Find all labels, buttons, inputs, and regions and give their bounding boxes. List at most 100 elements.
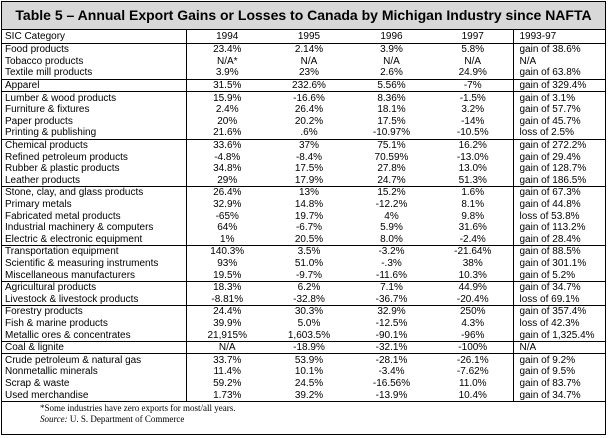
cell-1993-97: gain of 34.7% [512,389,605,401]
cell-sic-category: Food products [5,44,69,56]
cell-sic-category: Fabricated metal products [5,210,121,222]
table-row: Metallic ores & concentrates 21,915% 1,603… [2,329,605,342]
cell-sic-category: Agricultural products [2,280,186,294]
cell-1996: 27.8% [377,163,406,175]
cell-1997: 44.9% [433,280,513,294]
cell-1996: -28.1% [350,353,433,367]
cell-1996: 5.9% [380,222,403,234]
table-row: Forestry products 24.4% 30.3% 32.9% 250% gain… [2,305,605,318]
cell-1994: 23.4% [185,43,268,56]
table-row: Lumber & wood products 15.9% -16.6% 8.36% -1… [2,91,605,104]
cell-1995: 10.1% [294,366,324,378]
cell-1996: 15.2% [350,186,433,199]
cell-sic-category: Apparel [2,78,186,92]
source-line: Source: U. S. Department of Commerce [40,414,605,425]
cell-1993-97: gain of 83.7% [512,377,605,390]
cell-1997: 3.2% [461,104,485,116]
cell-sic-category: Rubber & plastic products [5,163,120,175]
cell-1994: 15.9% [185,91,268,104]
cell-1993-97: gain of 1,325.4% [512,329,605,342]
cell-sic-category: Electric & electronic equipment [5,233,143,245]
cell-1993-97: gain of 9.2% [512,353,605,367]
cell-1997: 51.3% [458,174,487,186]
cell-sic-category: Scientific & measuring instruments [5,257,159,269]
table-row: Leather products 29% 17.9% 24.7% 51.3% gain o… [2,174,605,187]
cell-1993-97: loss of 69.1% [512,293,605,306]
cell-sic-category: Forestry products [2,305,186,318]
cell-sic-category: Printing & publishing [5,127,97,139]
table-row: Furniture & fixtures 2.4% 26.4% 18.1% 3.2% ga… [2,103,605,116]
cell-1994: N/A [185,340,268,354]
cell-1995: .6% [300,127,318,139]
cell-sic-category: Leather products [5,174,81,186]
cell-1994: 1% [185,233,268,246]
table-row: Rubber & plastic products 34.8% 17.5% 27.8%… [2,162,605,175]
cell-1997: -13.0% [456,151,489,163]
cell-1993-97: gain of 272.2% [512,138,605,152]
cell-1993-97: gain of 3.1% [512,91,605,104]
table-body: Food products 23.4% 2.14% 3.9% 5.8% gain of 3… [2,43,605,401]
cell-1997: -10.5% [456,127,489,139]
table-row: Apparel 31.5% 232.6% 5.56% -7% gain of 329.4% [2,78,605,92]
cell-1994: 11.4% [185,366,268,378]
cell-1996: -36.7% [375,293,408,305]
cell-sic-category: Tobacco products [5,55,84,67]
table-row: Transportation equipment 140.3% 3.5% -3.2% -… [2,245,605,258]
cell-1995: -6.7% [295,222,323,234]
cell-1995: 51.0% [294,257,324,269]
cell-1994: 140.3% [185,245,268,258]
header-1994: 1994 [185,30,268,44]
cell-1997: -26.1% [433,353,513,367]
table-row: Nonmetallic minerals 11.4% 10.1% -3.4% -7.62… [2,366,605,378]
cell-1994: -8.81% [185,293,268,306]
header-1993-97: 1993-97 [512,30,605,44]
cell-1994: -65% [185,210,268,222]
cell-1993-97: gain of 128.7% [512,162,605,175]
cell-1994: 21.6% [185,127,268,140]
cell-sic-category: Livestock & livestock products [5,293,139,305]
export-table: SIC Category 1994 1995 1996 1997 1993-97… [2,30,605,401]
cell-1996: -3.2% [350,245,433,258]
cell-1993-97: gain of 329.4% [512,78,605,92]
table-row: Fabricated metal products -65% 19.7% 4% 9.8%… [2,210,605,222]
table-row: Paper products 20% 20.2% 17.5% -14% gain of 4… [2,115,605,128]
cell-1996: 8.36% [350,91,433,104]
table-row: Miscellaneous manufacturers 19.5% -9.7% -11… [2,269,605,282]
cell-1997: 31.6% [458,222,487,234]
cell-1995: 30.3% [268,305,350,318]
cell-1994: 29% [185,174,268,187]
cell-1993-97: gain of 28.4% [512,233,605,246]
cell-1994: -4.8% [185,151,268,163]
cell-1995: -16.6% [268,91,350,104]
source-text: U. S. Department of Commerce [69,413,185,424]
table-row: Tobacco products N/A* N/A N/A N/A N/A [2,55,605,68]
cell-1997: 8.1% [461,199,485,211]
table-row: Stone, clay, and glass products 26.4% 13% 1… [2,186,605,199]
cell-1995: 232.6% [268,78,350,92]
table-row: Primary metals 32.9% 14.8% -12.2% 8.1% gain o… [2,198,605,211]
cell-1996: 8.0% [380,233,403,245]
cell-sic-category: Fish & marine products [5,317,108,329]
cell-1994: 18.3% [185,280,268,294]
cell-1995: 37% [268,138,350,152]
cell-1996: 24.7% [377,174,406,186]
cell-1994: 19.5% [185,269,268,282]
header-1997: 1997 [433,30,513,44]
cell-1995: 53.9% [268,353,350,367]
cell-1995: N/A [300,55,318,67]
cell-1994: 34.8% [185,162,268,175]
table-row: Refined petroleum products -4.8% -8.4% 70.5… [2,151,605,163]
cell-sic-category: Paper products [5,115,73,127]
source-label: Source: [40,413,68,424]
footnote: *Some industries have zero exports for m… [40,402,236,413]
cell-1995: -32.8% [293,293,325,305]
cell-1997: 16.2% [433,138,513,152]
cell-sic-category: Refined petroleum products [5,151,128,163]
cell-sic-category: Industrial machinery & computers [5,222,154,234]
cell-1996: -10.97% [372,127,411,139]
cell-1997: 13.0% [458,163,487,175]
cell-1994: 24.4% [185,305,268,318]
cell-sic-category: Textile mill products [5,67,93,79]
cell-1993-97: N/A [512,55,605,68]
